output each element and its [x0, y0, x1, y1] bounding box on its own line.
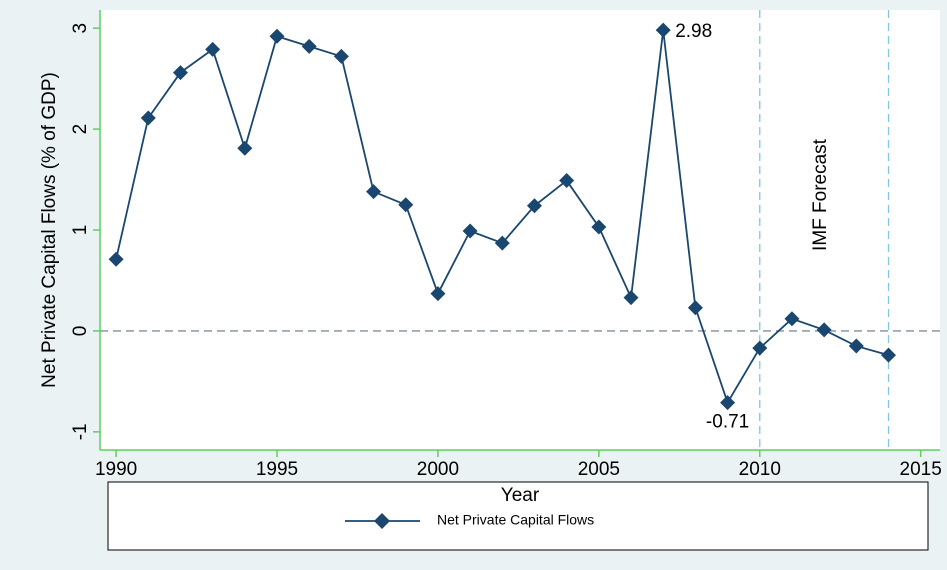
data-point — [720, 395, 736, 411]
y-tick-label: 3 — [70, 23, 91, 34]
data-point — [784, 311, 800, 327]
data-point — [623, 290, 639, 306]
data-point — [591, 219, 607, 235]
data-point — [881, 347, 897, 363]
data-point — [366, 184, 382, 200]
data-point — [655, 22, 671, 38]
legend-marker — [374, 513, 390, 529]
data-point — [108, 251, 124, 267]
data-point — [559, 173, 575, 189]
data-point — [816, 322, 832, 338]
x-tick-label: 2010 — [739, 459, 781, 480]
y-tick-label: 1 — [70, 225, 91, 236]
legend-label: Net Private Capital Flows — [437, 512, 594, 528]
data-label: 2.98 — [675, 21, 712, 42]
data-point — [205, 41, 221, 57]
data-point — [237, 140, 253, 156]
data-point — [687, 300, 703, 316]
data-point — [269, 28, 285, 44]
data-point — [172, 65, 188, 81]
y-tick-label: -1 — [70, 423, 91, 440]
data-point — [462, 223, 478, 239]
x-tick-label: 2005 — [578, 459, 620, 480]
x-tick-label: 2000 — [417, 459, 459, 480]
data-point — [333, 48, 349, 64]
data-point — [848, 338, 864, 354]
y-tick-label: 2 — [70, 124, 91, 135]
plot-area — [100, 10, 940, 450]
data-point — [494, 235, 510, 251]
data-point — [140, 110, 156, 126]
data-point — [301, 38, 317, 54]
data-point — [398, 197, 414, 213]
x-tick-label: 2015 — [900, 459, 942, 480]
y-axis-title: Net Private Capital Flows (% of GDP) — [39, 72, 60, 388]
x-tick-label: 1995 — [256, 459, 298, 480]
data-label: -0.71 — [706, 412, 749, 433]
y-tick-label: 0 — [70, 326, 91, 337]
x-tick-label: 1990 — [95, 459, 137, 480]
data-point — [430, 286, 446, 302]
annotation: IMF Forecast — [810, 138, 831, 251]
data-point — [526, 198, 542, 214]
legend-box — [107, 481, 929, 551]
x-axis-title: Year — [501, 485, 540, 506]
data-point — [752, 340, 768, 356]
